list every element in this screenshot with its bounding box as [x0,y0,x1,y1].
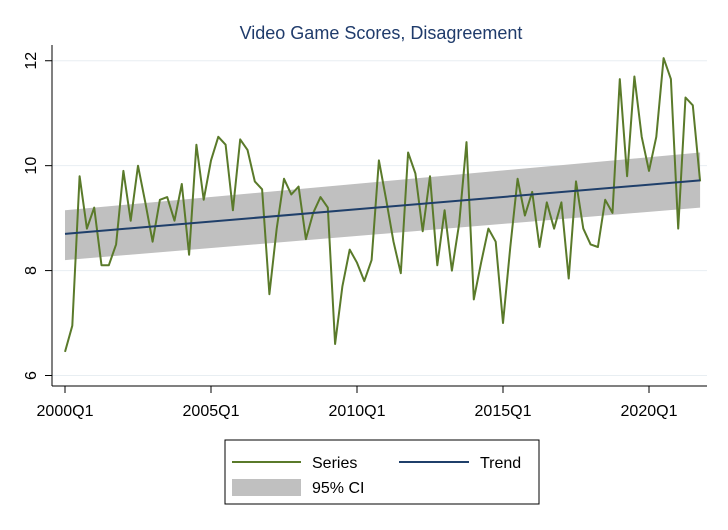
chart-title: Video Game Scores, Disagreement [240,23,523,43]
legend-series-label: Series [312,455,357,472]
legend-box [224,439,540,505]
legend-ci-label: 95% CI [312,480,364,497]
x-tick-label: 2010Q1 [329,403,386,420]
y-tick-label: 8 [23,266,40,275]
legend-ci-swatch [232,479,301,496]
x-tick-label: 2000Q1 [37,403,94,420]
x-tick-label: 2020Q1 [621,403,678,420]
y-tick-label: 10 [23,157,40,175]
y-tick-label: 12 [23,52,40,70]
legend: Series Trend 95% CI [224,439,540,505]
series-line [64,57,702,353]
x-tick-label: 2015Q1 [475,403,532,420]
y-tick-label: 6 [23,371,40,380]
plot-area: 2000Q1 2005Q1 2010Q1 2015Q1 2020Q1 6 8 10 12 [23,45,707,420]
trend-line [64,179,701,235]
x-ticks: 2000Q1 2005Q1 2010Q1 2015Q1 2020Q1 [37,386,678,420]
x-tick-label: 2005Q1 [183,403,240,420]
legend-trend-label: Trend [480,455,521,472]
y-ticks: 6 8 10 12 [23,52,52,380]
